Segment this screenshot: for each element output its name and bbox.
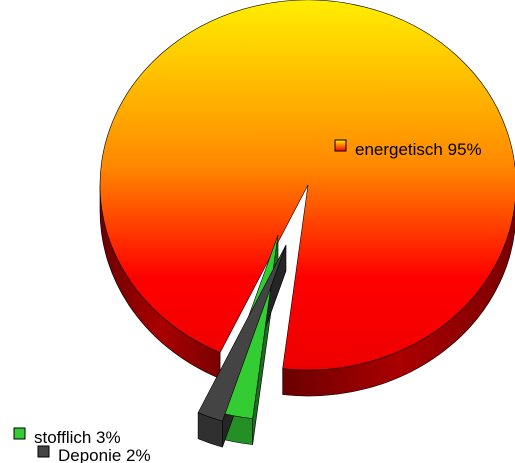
legend-swatch-deponie	[37, 445, 50, 458]
pie-slice-energetisch	[99, 0, 515, 371]
data-label-energetisch: energetisch 95%	[355, 140, 482, 159]
legend-swatch-stofflich	[13, 427, 26, 440]
pie-slice-deponie	[197, 244, 287, 422]
data-label-stofflich: stofflich 3%	[34, 428, 121, 447]
data-label-deponie: Deponie 2%	[58, 446, 151, 463]
legend-swatch-energetisch	[334, 139, 347, 152]
